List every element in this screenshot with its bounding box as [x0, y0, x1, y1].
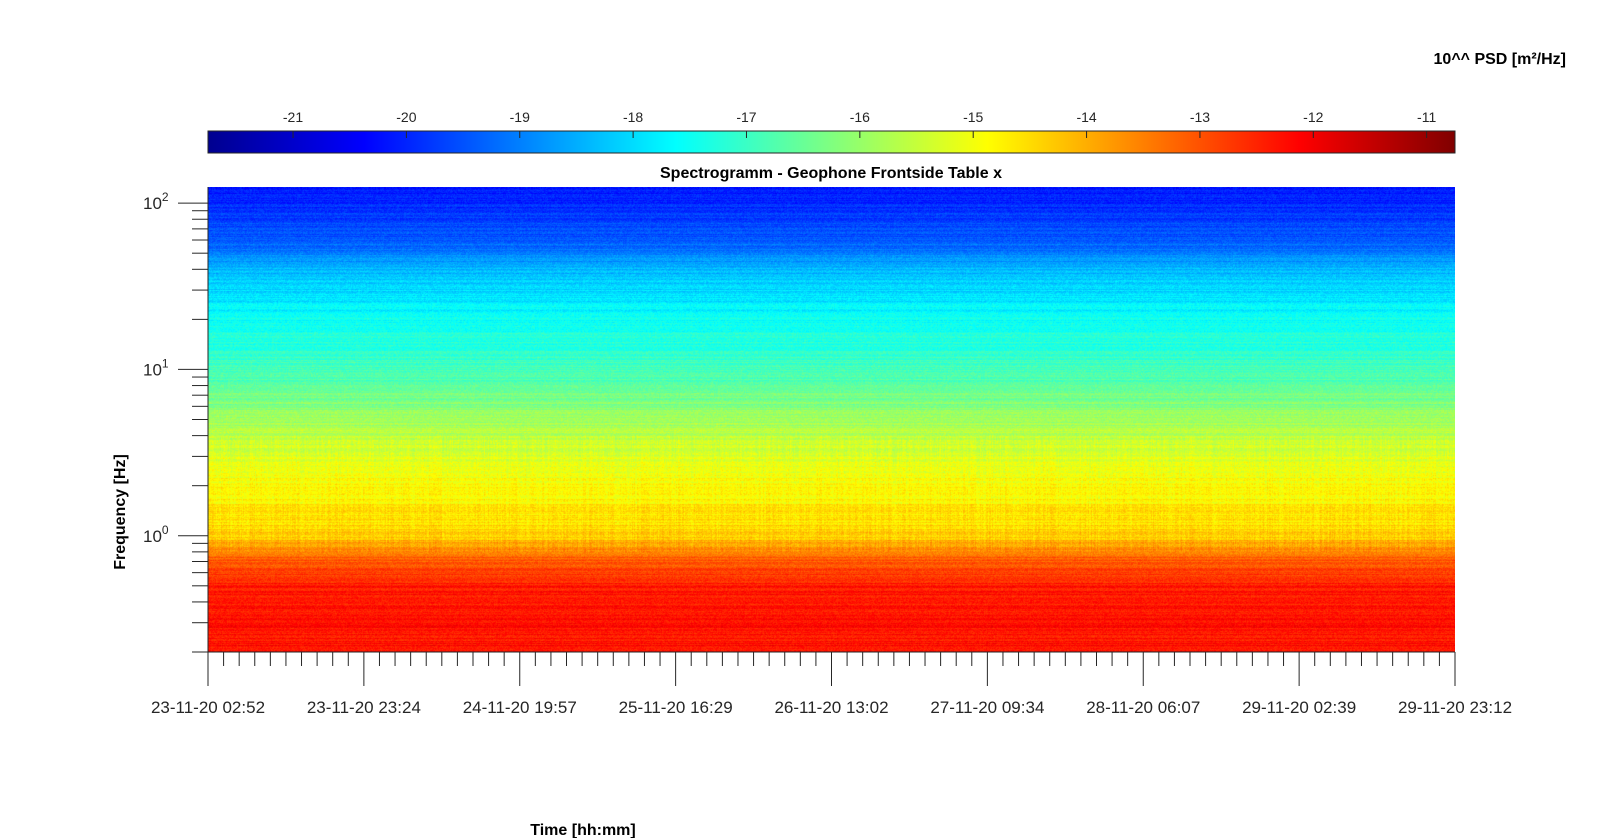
x-tick-label: 25-11-20 16:29 — [619, 698, 733, 717]
x-axis-label: Time [hh:mm] — [530, 822, 635, 838]
colorbar-tick-label: -17 — [736, 109, 756, 125]
colorbar-ticks: -21 -20 -19 -18 -17 -16 -15 -14 -13 -12 -11 — [283, 109, 1436, 138]
spectrogram-image — [208, 187, 1455, 652]
colorbar-tick-label: -12 — [1303, 109, 1323, 125]
colorbar-tick-label: -19 — [510, 109, 530, 125]
x-tick-label: 29-11-20 23:12 — [1398, 698, 1512, 717]
y-axis-label: Frequency [Hz] — [112, 454, 129, 570]
colorbar-tick-label: -14 — [1076, 109, 1096, 125]
x-axis-ticks: 23-11-20 02:52 23-11-20 23:24 24-11-20 19:… — [151, 652, 1512, 717]
x-tick-label: 28-11-20 06:07 — [1086, 698, 1200, 717]
x-tick-label: 24-11-20 19:57 — [463, 698, 577, 717]
plot-area: 102 101 100 23-11-20 02:52 23-11-20 23:24 24… — [143, 187, 1512, 717]
x-tick-label: 29-11-20 02:39 — [1242, 698, 1356, 717]
colorbar-tick-label: -11 — [1417, 109, 1436, 125]
y-tick-label: 102 — [143, 190, 169, 213]
x-tick-label: 23-11-20 23:24 — [307, 698, 421, 717]
colorbar-tick-label: -15 — [963, 109, 983, 125]
colorbar-tick-label: -13 — [1190, 109, 1210, 125]
y-tick-label: 100 — [143, 523, 169, 546]
colorbar-tick-label: -16 — [850, 109, 870, 125]
colorbar: -21 -20 -19 -18 -17 -16 -15 -14 -13 -12 -11 10^^ P… — [207, 51, 1566, 154]
colorbar-gradient — [207, 130, 1456, 154]
y-axis-ticks: 102 101 100 — [143, 190, 208, 653]
x-tick-label: 23-11-20 02:52 — [151, 698, 265, 717]
colorbar-title: 10^^ PSD [m²/Hz] — [1434, 51, 1566, 68]
colorbar-tick-label: -18 — [623, 109, 643, 125]
colorbar-tick-label: -21 — [283, 109, 303, 125]
x-tick-label: 27-11-20 09:34 — [930, 698, 1044, 717]
chart-title: Spectrogramm - Geophone Frontside Table … — [660, 165, 1002, 182]
x-tick-label: 26-11-20 13:02 — [774, 698, 888, 717]
y-tick-label: 101 — [143, 356, 169, 379]
colorbar-tick-label: -20 — [396, 109, 416, 125]
